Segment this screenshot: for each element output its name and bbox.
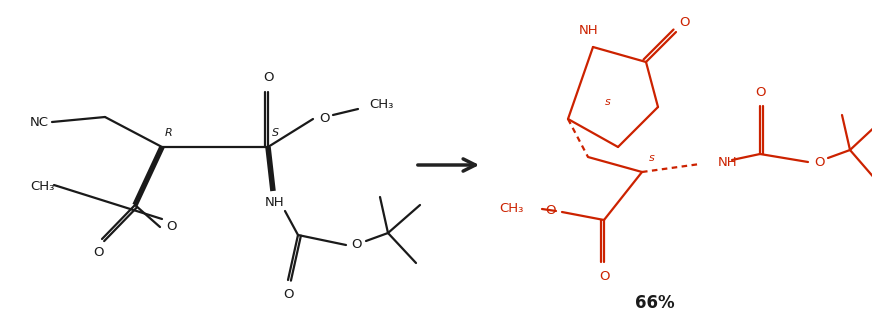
Text: O: O [351, 238, 362, 251]
Text: O: O [599, 269, 610, 283]
Text: S: S [271, 128, 278, 138]
Text: R: R [165, 128, 173, 138]
Text: O: O [283, 287, 293, 301]
Text: O: O [678, 15, 689, 28]
Text: CH₃: CH₃ [369, 98, 393, 112]
Text: O: O [755, 85, 766, 98]
Text: O: O [319, 112, 330, 126]
Text: O: O [166, 220, 176, 233]
Text: CH₃: CH₃ [30, 181, 54, 194]
Text: NH: NH [265, 197, 285, 210]
Text: NH: NH [718, 156, 738, 168]
Text: O: O [814, 156, 825, 168]
Text: O: O [546, 204, 556, 217]
Text: 66%: 66% [635, 294, 675, 312]
Text: s: s [649, 153, 655, 163]
Text: O: O [92, 247, 103, 260]
Text: O: O [262, 72, 273, 84]
Text: s: s [605, 97, 611, 107]
Text: CH₃: CH₃ [500, 201, 524, 215]
Text: NH: NH [579, 25, 599, 38]
Text: NC: NC [30, 115, 49, 129]
